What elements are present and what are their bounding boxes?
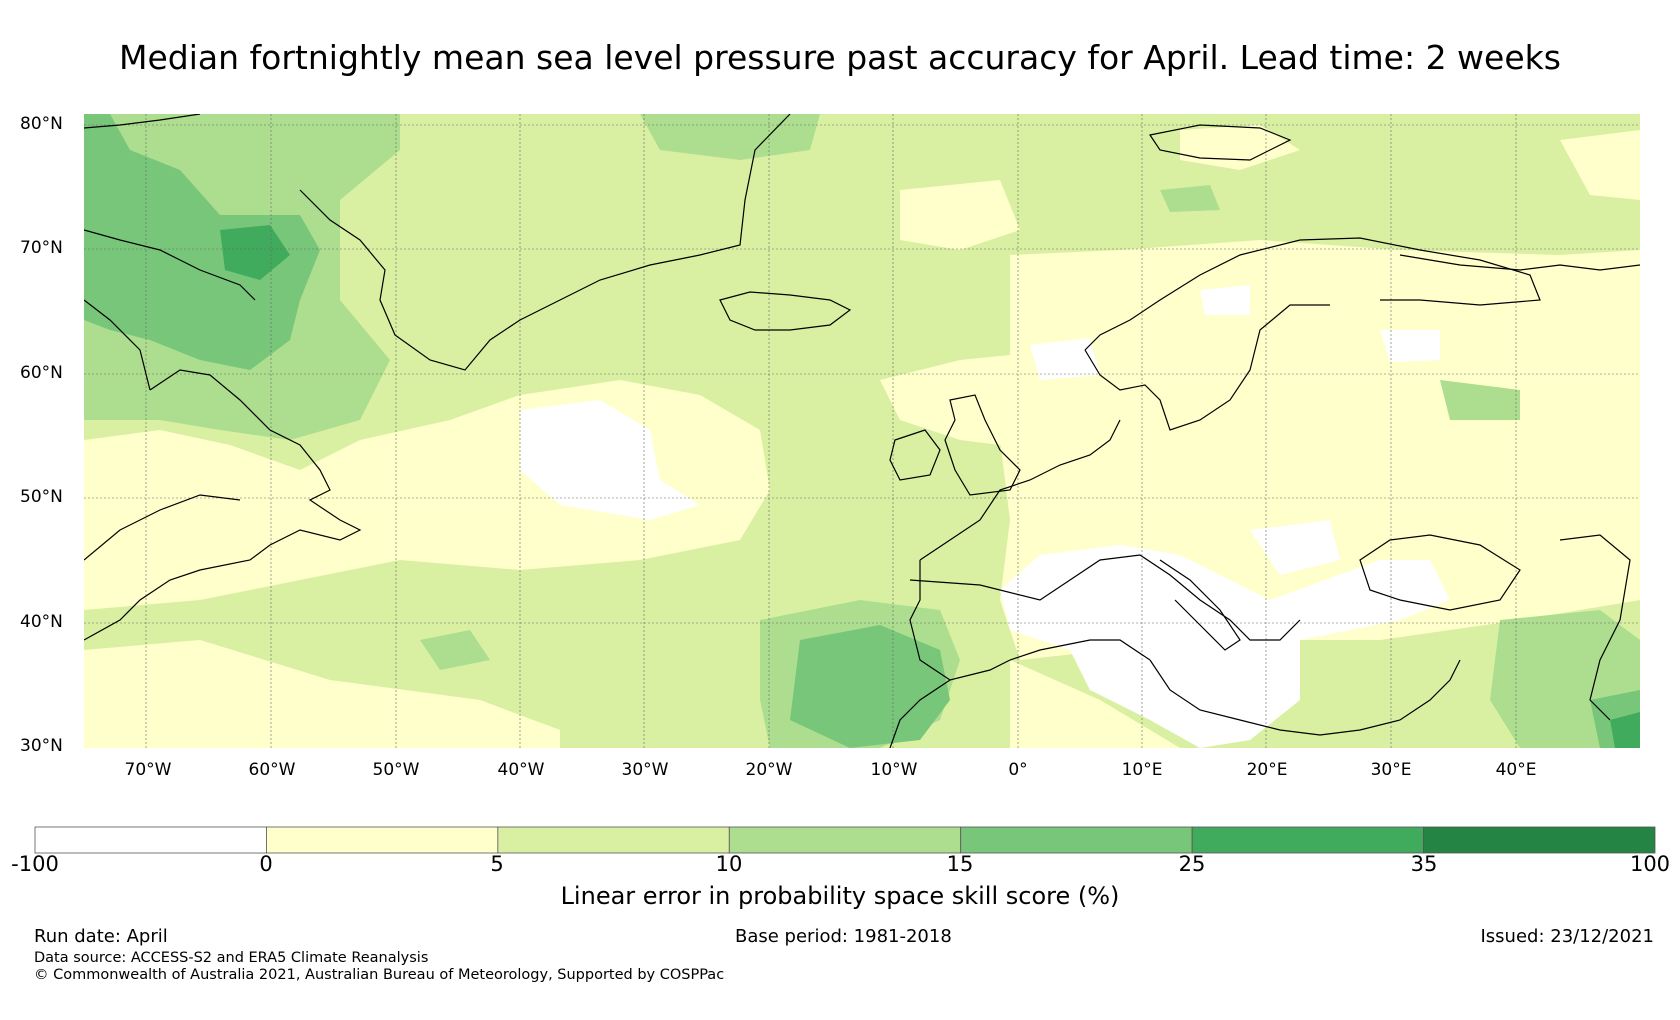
issued-date: Issued: 23/12/2021 <box>1480 926 1654 947</box>
lon-label-10e: 10°E <box>1121 760 1163 780</box>
lat-label-30n: 30°N <box>20 736 63 756</box>
lon-label-0: 0° <box>1008 760 1028 780</box>
skill-region-15-25 <box>84 114 1640 748</box>
colorbar-segment <box>266 826 499 854</box>
skill-region-25-35 <box>220 225 1640 748</box>
colorbar-tick-25: 25 <box>1178 852 1206 876</box>
copyright: © Commonwealth of Australia 2021, Austra… <box>34 967 725 983</box>
colorbar <box>34 826 1656 854</box>
colorbar-segment <box>960 826 1193 854</box>
lat-label-40n: 40°N <box>20 612 63 632</box>
lon-label-40e: 40°E <box>1495 760 1537 780</box>
graticule <box>84 114 1640 748</box>
data-source: Data source: ACCESS-S2 and ERA5 Climate … <box>34 950 429 966</box>
colorbar-tick-15: 15 <box>946 852 974 876</box>
lon-label-30e: 30°E <box>1370 760 1412 780</box>
base-period: Base period: 1981-2018 <box>735 926 952 947</box>
map-title: Median fortnightly mean sea level pressu… <box>119 38 1561 77</box>
coastlines <box>84 114 1640 748</box>
lon-label-70w: 70°W <box>124 760 172 780</box>
lon-label-50w: 50°W <box>372 760 420 780</box>
lon-label-20w: 20°W <box>745 760 793 780</box>
colorbar-segment <box>34 826 267 854</box>
lat-label-80n: 80°N <box>20 114 63 134</box>
lon-label-10w: 10°W <box>870 760 918 780</box>
colorbar-tick-10: 10 <box>715 852 743 876</box>
colorbar-segment <box>728 826 962 854</box>
colorbar-tick-35: 35 <box>1410 852 1438 876</box>
lat-label-50n: 50°N <box>20 487 63 507</box>
lat-label-70n: 70°N <box>20 238 63 258</box>
lon-label-20e: 20°E <box>1246 760 1288 780</box>
skill-region-negative <box>520 285 1450 748</box>
colorbar-segment <box>1423 826 1656 854</box>
colorbar-tick-100: 100 <box>1629 852 1671 876</box>
lat-label-60n: 60°N <box>20 363 63 383</box>
lon-label-30w: 30°W <box>621 760 669 780</box>
colorbar-segment <box>497 826 730 854</box>
colorbar-segment <box>1191 826 1424 854</box>
run-date: Run date: April <box>34 926 168 947</box>
lon-label-40w: 40°W <box>497 760 545 780</box>
colorbar-label: Linear error in probability space skill … <box>560 882 1120 910</box>
colorbar-tick-neg100: -100 <box>11 852 59 876</box>
colorbar-tick-0: 0 <box>259 852 273 876</box>
colorbar-tick-5: 5 <box>490 852 504 876</box>
lon-label-60w: 60°W <box>248 760 296 780</box>
